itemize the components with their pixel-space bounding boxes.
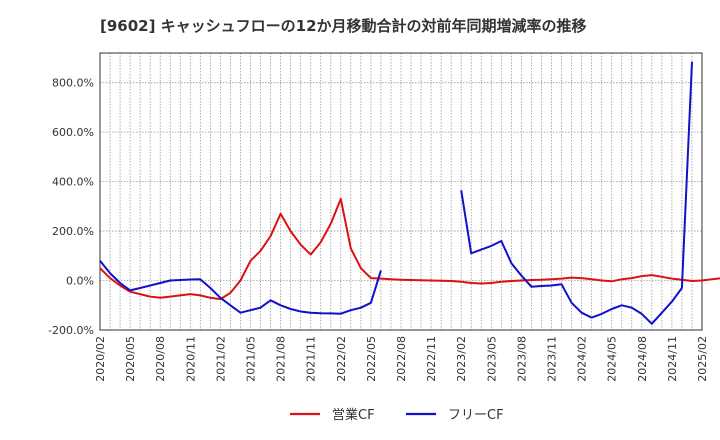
x-tick-label: 2022/02 [335,336,348,382]
x-axis: 2020/02 2020/05 2020/08 2020/11 2021/02 2021/… [94,336,709,382]
x-tick-label: 2025/02 [696,336,709,382]
series-line-1 [99,197,720,301]
x-tick-label: 2023/05 [485,336,498,382]
legend-label-1: 営業CF [332,407,375,423]
x-tick-label: 2022/11 [425,336,438,382]
legend: 営業CF フリーCF [290,407,504,423]
y-axis: -200.0% 0.0% 200.0% 400.0% 600.0% 800.0% [48,77,94,337]
x-tick-label: 2023/08 [515,336,528,382]
x-tick-label: 2022/08 [395,336,408,382]
grid [100,53,702,331]
x-tick-label: 2021/05 [245,336,258,382]
y-tick-label: 600.0% [52,126,94,139]
x-tick-label: 2021/08 [275,336,288,382]
series-line-2 [99,61,693,325]
x-tick-label: 2021/02 [214,336,227,382]
x-tick-label: 2020/08 [154,336,167,382]
series-group [99,61,720,325]
y-tick-label: 200.0% [52,225,94,238]
x-tick-label: 2024/08 [636,336,649,382]
plot-frame [99,52,703,331]
x-tick-label: 2020/02 [94,336,107,382]
x-tick-label: 2023/02 [455,336,468,382]
y-tick-label: -200.0% [48,324,94,337]
x-tick-label: 2020/11 [184,336,197,382]
y-tick-label: 400.0% [52,176,94,189]
x-tick-label: 2020/05 [124,336,137,382]
chart-title: [9602] キャッシュフローの12か月移動合計の対前年同期増減率の推移 [100,17,587,35]
y-tick-label: 800.0% [52,77,94,90]
x-tick-label: 2021/11 [305,336,318,382]
legend-label-2: フリーCF [448,408,504,423]
x-tick-label: 2024/11 [666,336,679,382]
y-tick-label: 0.0% [66,275,94,288]
x-tick-label: 2022/05 [365,336,378,382]
x-tick-label: 2024/02 [576,336,589,382]
x-tick-label: 2023/11 [546,336,559,382]
x-tick-label: 2024/05 [606,336,619,382]
